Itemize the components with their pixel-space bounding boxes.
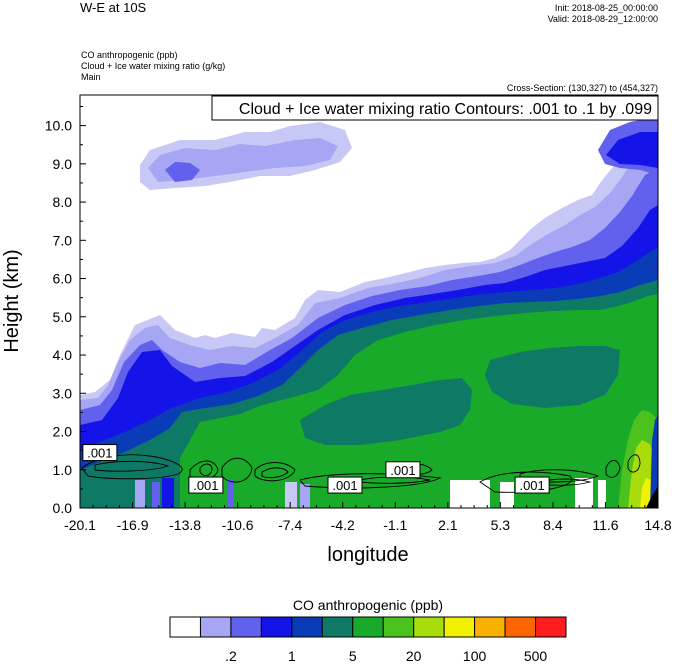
colorbar-tick-label: 500 bbox=[524, 648, 548, 664]
co-band-navy-right-edge bbox=[650, 415, 658, 508]
colorbar-cell bbox=[199, 616, 232, 638]
colorbar-cell bbox=[321, 616, 354, 638]
y-tick-label: 0.0 bbox=[53, 500, 73, 516]
cross-section-label: Cross-Section: (130,327) to (454,327) bbox=[506, 83, 658, 93]
y-tick-label: 2.0 bbox=[53, 424, 73, 440]
x-tick-label: -20.1 bbox=[64, 517, 96, 533]
y-axis-label: Height (km) bbox=[1, 249, 23, 352]
x-tick-label: -4.2 bbox=[331, 517, 355, 533]
colorbar-cell bbox=[291, 616, 323, 638]
y-tick-label: 10.0 bbox=[45, 118, 72, 134]
x-tick-label: 14.8 bbox=[644, 517, 671, 533]
co-filled-contours bbox=[80, 95, 658, 508]
contour-info-box: Cloud + Ice water mixing ratio Contours:… bbox=[211, 95, 659, 121]
y-tick-label: 7.0 bbox=[53, 232, 73, 248]
colorbar-cell bbox=[382, 616, 415, 638]
colorbar-tick-label: 20 bbox=[406, 648, 422, 664]
colorbar-cell bbox=[474, 616, 506, 638]
colorbar: .2 1 5 20 100 500 bbox=[169, 616, 567, 664]
colorbar-cell bbox=[230, 616, 262, 638]
y-tick-label: 8.0 bbox=[53, 194, 73, 210]
colorbar-cell bbox=[535, 616, 567, 638]
svg-text:.001: .001 bbox=[87, 446, 112, 461]
y-tick-label: 6.0 bbox=[53, 271, 73, 287]
colorbar-tick-label: 5 bbox=[349, 648, 357, 664]
valid-time: Valid: 2018-08-29_12:00:00 bbox=[547, 14, 658, 24]
co-band-teal-pocket-right bbox=[485, 346, 620, 408]
x-axis-label: longitude bbox=[327, 544, 408, 566]
surface-vertical-stripes bbox=[135, 478, 606, 508]
contour-label: .001 bbox=[385, 461, 421, 479]
y-tick-label: 5.0 bbox=[53, 309, 73, 325]
x-tick-label: -10.6 bbox=[222, 517, 254, 533]
x-tick-label: 2.1 bbox=[438, 517, 458, 533]
co-band-blue-upper-right bbox=[606, 132, 658, 168]
svg-text:.001: .001 bbox=[390, 463, 415, 478]
colorbar-cell bbox=[352, 616, 384, 638]
colorbar-cell bbox=[169, 616, 201, 638]
x-axis: -20.1 -16.9 -13.8 -10.6 -7.4 -4.2 -1.1 2.1 5.3 8.… bbox=[64, 502, 672, 533]
colorbar-title: CO anthropogenic (ppb) bbox=[293, 597, 443, 613]
contour-label: .001 bbox=[514, 476, 550, 494]
contour-info-text: Cloud + Ice water mixing ratio Contours:… bbox=[239, 101, 652, 118]
init-time: Init: 2018-08-25_00:00:00 bbox=[554, 3, 658, 13]
x-tick-label: 8.4 bbox=[543, 517, 563, 533]
field-co-label: CO anthropogenic (ppb) bbox=[81, 50, 178, 60]
y-tick-label: 4.0 bbox=[53, 347, 73, 363]
x-tick-label: -16.9 bbox=[117, 517, 149, 533]
colorbar-cell bbox=[413, 616, 445, 638]
svg-text:.001: .001 bbox=[332, 478, 357, 493]
y-tick-label: 3.0 bbox=[53, 385, 73, 401]
contour-labels: .001 .001 .001 .001 .001 bbox=[82, 444, 550, 494]
x-tick-label: -7.4 bbox=[278, 517, 302, 533]
colorbar-tick-label: 1 bbox=[288, 648, 296, 664]
colorbar-tick-label: .2 bbox=[225, 648, 237, 664]
plot-title: W-E at 10S bbox=[80, 0, 147, 15]
field-cloud-label: Cloud + Ice water mixing ratio (g/kg) bbox=[81, 61, 226, 71]
co-band-teal-pocket bbox=[300, 378, 472, 445]
y-tick-label: 1.0 bbox=[53, 462, 73, 478]
contour-label: .001 bbox=[327, 476, 363, 494]
colorbar-tick-label: 100 bbox=[463, 648, 487, 664]
colorbar-cell bbox=[260, 616, 293, 638]
contour-label: .001 bbox=[82, 444, 118, 462]
contour-label: .001 bbox=[188, 476, 224, 494]
terrain bbox=[646, 486, 658, 508]
x-tick-label: -1.1 bbox=[383, 517, 407, 533]
colorbar-cell bbox=[443, 616, 476, 638]
colorbar-cell bbox=[504, 616, 537, 638]
x-tick-label: 11.6 bbox=[592, 517, 618, 533]
y-axis: 0.0 1.0 2.0 3.0 4.0 5.0 6.0 7.0 8.0 9.0 10.0 bbox=[45, 105, 86, 516]
x-tick-label: -13.8 bbox=[169, 517, 201, 533]
svg-text:.001: .001 bbox=[519, 478, 544, 493]
domain-label: Main bbox=[81, 72, 101, 82]
y-tick-label: 9.0 bbox=[53, 156, 73, 172]
svg-text:.001: .001 bbox=[193, 478, 218, 493]
x-tick-label: 5.3 bbox=[491, 517, 511, 533]
co-band-medium-upper bbox=[165, 162, 200, 182]
